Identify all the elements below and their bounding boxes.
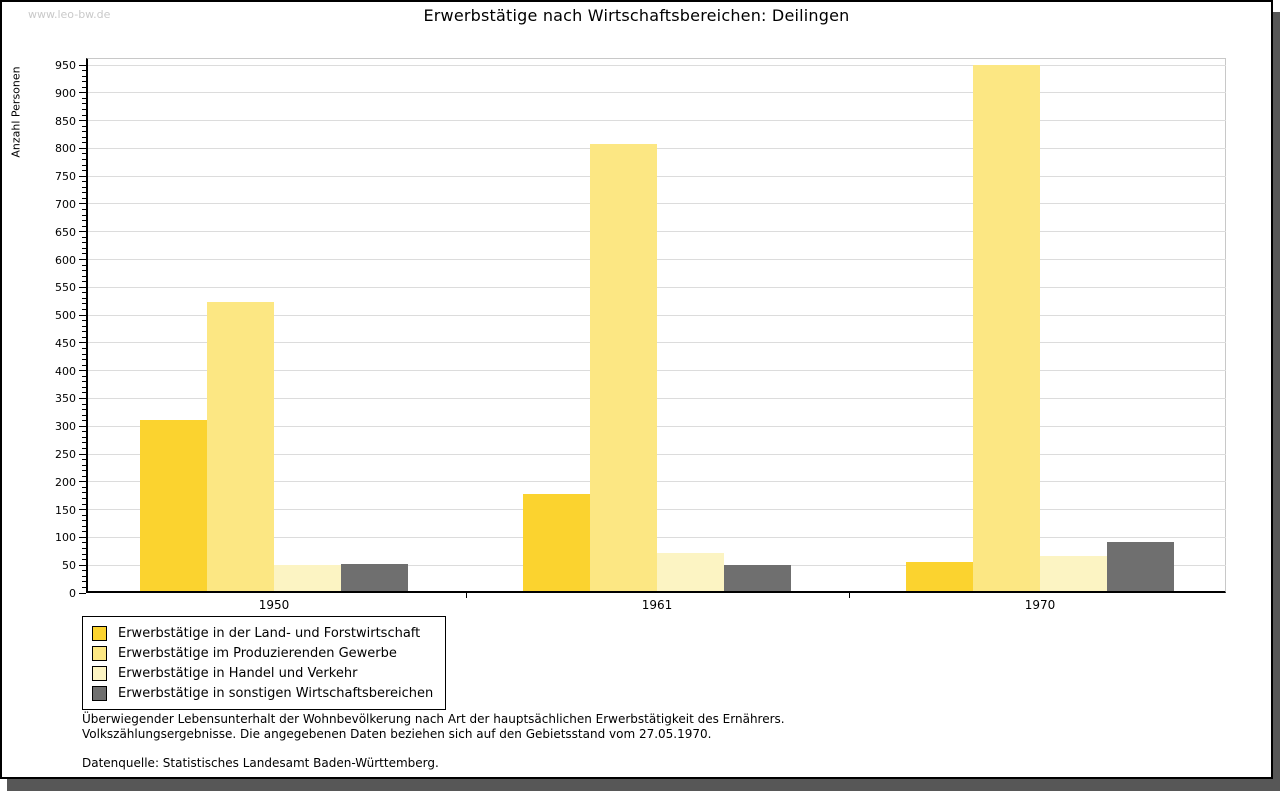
y-axis-tick — [79, 536, 86, 538]
y-axis-tick — [79, 342, 86, 344]
y-axis-tick-label: 800 — [55, 142, 76, 156]
legend-item: Erwerbstätige in Handel und Verkehr — [92, 663, 433, 683]
y-axis-tick — [79, 92, 86, 94]
y-axis-tick-label: 350 — [55, 392, 76, 406]
legend-swatch — [92, 685, 107, 701]
page-title: Erwerbstätige nach Wirtschaftsbereichen:… — [423, 6, 850, 25]
plot-area — [86, 58, 1226, 593]
y-axis-tick — [79, 397, 86, 399]
y-axis-tick-label: 950 — [55, 59, 76, 72]
y-axis-tick-label: 200 — [55, 475, 76, 489]
x-axis-tick — [848, 593, 850, 598]
watermark: www.leo-bw.de — [28, 8, 111, 21]
y-axis-tick-label: 700 — [55, 197, 76, 211]
footnote-line-2: Volkszählungsergebnisse. Die angegebenen… — [82, 727, 712, 741]
y-axis-tick-label: 650 — [55, 225, 76, 239]
y-axis-tick-label: 900 — [55, 86, 76, 100]
y-axis-tick — [79, 175, 86, 177]
y-axis-tick-label: 750 — [55, 170, 76, 184]
y-axis-tick — [79, 425, 86, 427]
y-axis-tick — [79, 203, 86, 205]
y-axis-tick-label: 100 — [55, 531, 76, 545]
y-axis-tick — [79, 453, 86, 455]
legend-label: Erwerbstätige in Handel und Verkehr — [118, 665, 358, 681]
y-axis-tick — [79, 259, 86, 261]
y-axis-tick-label: 850 — [55, 114, 76, 128]
y-axis-tick — [79, 286, 86, 288]
y-axis-tick — [79, 120, 86, 122]
y-axis-tick-label: 300 — [55, 420, 76, 434]
y-axis-tick — [79, 564, 86, 566]
legend: Erwerbstätige in der Land- und Forstwirt… — [82, 616, 447, 710]
y-axis-tick — [79, 592, 86, 594]
legend-item: Erwerbstätige in sonstigen Wirtschaftsbe… — [92, 683, 433, 703]
y-axis-tick — [79, 509, 86, 511]
footnote-line-1: Überwiegender Lebensunterhalt der Wohnbe… — [82, 712, 785, 726]
y-axis-tick-label: 450 — [55, 336, 76, 350]
legend-label: Erwerbstätige im Produzierenden Gewerbe — [118, 645, 397, 661]
footnotes: Überwiegender Lebensunterhalt der Wohnbe… — [82, 712, 785, 771]
legend-swatch — [92, 625, 107, 641]
y-axis-tick-label: 400 — [55, 364, 76, 378]
y-axis-tick-label: 500 — [55, 309, 76, 323]
y-axis-tick-label: 250 — [55, 448, 76, 462]
x-axis-tick-label: 1970 — [1024, 598, 1056, 612]
y-axis-tick — [79, 314, 86, 316]
y-axis-tick-label: 150 — [55, 503, 76, 517]
legend-swatch — [92, 665, 107, 681]
y-axis-tick-label: 0 — [69, 587, 76, 600]
legend-label: Erwerbstätige in der Land- und Forstwirt… — [118, 625, 421, 641]
y-axis-tick — [79, 147, 86, 149]
y-axis-tick — [79, 481, 86, 483]
legend-swatch — [92, 645, 107, 661]
legend-item: Erwerbstätige im Produzierenden Gewerbe — [92, 643, 433, 663]
y-axis-title: Anzahl Personen — [9, 66, 23, 158]
y-axis-tick — [79, 64, 86, 66]
y-axis-tick-label: 50 — [62, 559, 76, 573]
legend-label: Erwerbstätige in sonstigen Wirtschaftsbe… — [118, 685, 434, 701]
data-source: Datenquelle: Statistisches Landesamt Bad… — [82, 756, 439, 770]
y-axis-tick-label: 600 — [55, 253, 76, 267]
y-axis-tick-label: 550 — [55, 281, 76, 295]
chart-canvas: www.leo-bw.de Erwerbstätige nach Wirtsch… — [0, 0, 1273, 779]
legend-item: Erwerbstätige in der Land- und Forstwirt… — [92, 623, 433, 643]
x-axis-tick-label: 1950 — [258, 598, 290, 612]
x-axis-tick — [465, 593, 467, 598]
y-axis-tick — [79, 231, 86, 233]
x-axis-tick-label: 1961 — [641, 598, 673, 612]
y-axis-tick — [79, 370, 86, 372]
